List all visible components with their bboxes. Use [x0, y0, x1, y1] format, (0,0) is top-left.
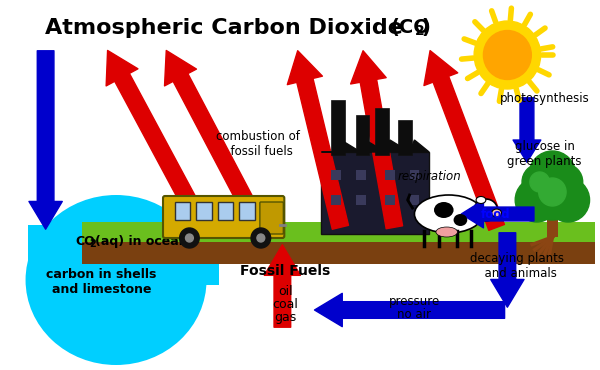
- Circle shape: [547, 178, 590, 222]
- Bar: [356, 115, 370, 155]
- FancyArrowPatch shape: [513, 98, 541, 162]
- Ellipse shape: [476, 196, 486, 204]
- Circle shape: [530, 172, 550, 192]
- Text: photosynthesis: photosynthesis: [500, 92, 589, 105]
- Ellipse shape: [492, 209, 502, 217]
- Ellipse shape: [436, 227, 457, 237]
- FancyArrowPatch shape: [265, 245, 301, 327]
- FancyArrowPatch shape: [287, 51, 349, 229]
- Circle shape: [179, 228, 199, 248]
- Circle shape: [185, 234, 193, 242]
- Text: (aq) in oceans: (aq) in oceans: [95, 235, 194, 248]
- Bar: [398, 120, 412, 155]
- Circle shape: [474, 21, 541, 89]
- Polygon shape: [322, 140, 429, 152]
- Bar: [82, 242, 595, 264]
- Bar: [376, 108, 389, 155]
- Bar: [175, 202, 190, 220]
- FancyBboxPatch shape: [260, 202, 283, 234]
- FancyBboxPatch shape: [163, 196, 284, 238]
- FancyArrowPatch shape: [491, 233, 524, 307]
- Text: Fossil Fuels: Fossil Fuels: [240, 264, 331, 278]
- Text: 2: 2: [89, 239, 97, 249]
- Text: glucose in
green plants: glucose in green plants: [508, 140, 582, 168]
- Text: (CO: (CO: [390, 18, 430, 37]
- FancyArrowPatch shape: [29, 51, 62, 229]
- Text: and limestone: and limestone: [52, 283, 151, 296]
- Bar: [385, 195, 395, 205]
- Circle shape: [539, 178, 566, 206]
- Circle shape: [522, 164, 557, 200]
- Text: Atmospheric Carbon Dioxide: Atmospheric Carbon Dioxide: [45, 18, 403, 38]
- FancyArrowPatch shape: [314, 293, 505, 327]
- Text: ): ): [421, 18, 430, 37]
- Bar: [547, 195, 558, 237]
- Text: no air: no air: [397, 308, 431, 321]
- FancyArrowPatch shape: [106, 50, 210, 232]
- Bar: [28, 225, 219, 285]
- Circle shape: [529, 151, 576, 199]
- Text: combustion of
  fossil fuels: combustion of fossil fuels: [216, 130, 300, 158]
- Text: 2: 2: [415, 24, 424, 38]
- Bar: [218, 202, 233, 220]
- Bar: [356, 195, 365, 205]
- Bar: [385, 170, 395, 180]
- Ellipse shape: [474, 199, 497, 221]
- Bar: [239, 202, 255, 220]
- Bar: [331, 170, 341, 180]
- Text: decaying plants
  and animals: decaying plants and animals: [470, 252, 564, 280]
- Ellipse shape: [26, 195, 206, 365]
- Circle shape: [257, 234, 265, 242]
- Text: gas: gas: [274, 311, 296, 324]
- Text: coal: coal: [272, 298, 298, 311]
- Bar: [331, 100, 345, 155]
- FancyArrowPatch shape: [164, 50, 267, 231]
- FancyArrowPatch shape: [424, 51, 505, 231]
- Circle shape: [251, 228, 271, 248]
- Bar: [82, 222, 595, 242]
- Bar: [322, 152, 429, 234]
- Text: respiration: respiration: [397, 170, 461, 183]
- Bar: [331, 195, 341, 205]
- Circle shape: [484, 30, 532, 80]
- Bar: [356, 170, 365, 180]
- FancyArrowPatch shape: [461, 200, 534, 228]
- Text: carbon in shells: carbon in shells: [46, 268, 157, 281]
- Ellipse shape: [415, 195, 483, 233]
- Circle shape: [515, 178, 558, 222]
- Text: food: food: [481, 208, 511, 221]
- Bar: [196, 202, 212, 220]
- Circle shape: [547, 164, 583, 200]
- Text: CO: CO: [75, 235, 95, 248]
- FancyArrowPatch shape: [350, 51, 403, 229]
- Bar: [410, 170, 419, 180]
- Text: oil: oil: [278, 285, 293, 298]
- Circle shape: [525, 164, 580, 220]
- Text: pressure: pressure: [389, 295, 440, 308]
- Ellipse shape: [454, 214, 467, 226]
- Bar: [410, 195, 419, 205]
- Ellipse shape: [434, 202, 454, 218]
